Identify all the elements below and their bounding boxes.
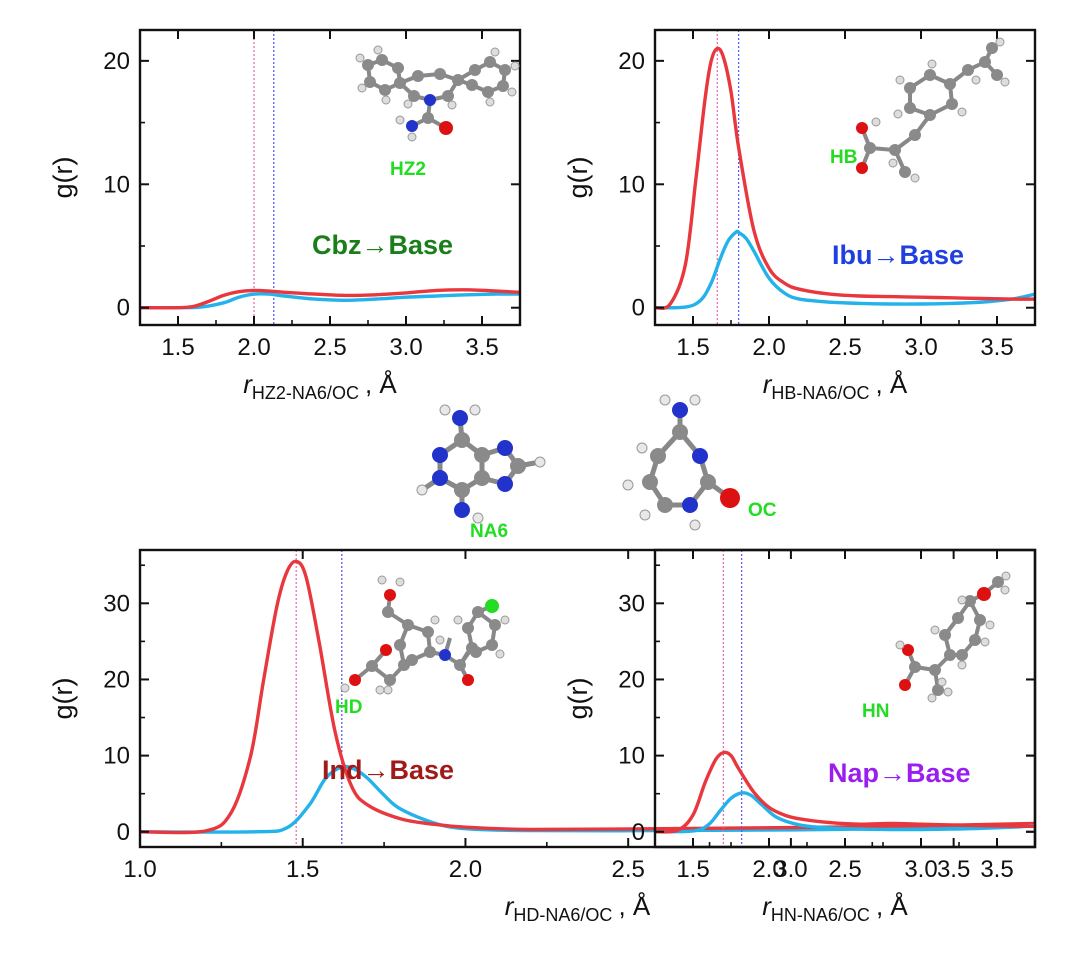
panel-title-ibu: Ibu→Base xyxy=(832,240,964,270)
x-tick-label: 2.0 xyxy=(752,856,785,883)
y-axis-label: g(r) xyxy=(48,678,78,720)
x-axis-label: rHD-NA6/OC, Å xyxy=(505,891,651,925)
y-tick-label: 0 xyxy=(117,819,130,846)
x-axis-label: rHZ2-NA6/OC, Å xyxy=(243,369,397,403)
series-line-oc xyxy=(655,791,1035,834)
molecule-cbz-icon xyxy=(355,45,520,142)
chart-1: 1.5 2.0 2.5 3.0 3.5 0 10 20 g(r) rHB-NA6/OC, Å xyxy=(563,28,1037,403)
atom-label-hb: HB xyxy=(830,147,857,168)
x-tick-label: 2.5 xyxy=(828,334,861,361)
series-line-na6 xyxy=(140,559,1035,835)
panel-cbz: HZ2 Cbz→Base xyxy=(312,45,520,260)
atom-label-hz2: HZ2 xyxy=(390,159,426,180)
molecule-ibu-icon xyxy=(856,37,1010,183)
x-axis-label: rHN-NA6/OC, Å xyxy=(762,891,908,925)
y-tick-label: 10 xyxy=(618,743,645,770)
y-tick-label: 10 xyxy=(103,743,130,770)
series-line-oc xyxy=(140,292,520,310)
y-axis-label: g(r) xyxy=(563,678,593,720)
x-tick-label: 3.5 xyxy=(980,856,1013,883)
y-tick-label: 10 xyxy=(103,171,130,198)
x-tick-label: 3.5 xyxy=(980,334,1013,361)
series-line-na6 xyxy=(140,288,520,310)
x-tick-label: 2.0 xyxy=(449,856,482,883)
x-tick-label: 1.5 xyxy=(161,334,194,361)
label-oc: OC xyxy=(748,500,777,521)
x-tick-label: 3.5 xyxy=(937,856,970,883)
x-tick-label: 1.0 xyxy=(123,856,156,883)
y-axis-label: g(r) xyxy=(563,157,593,199)
y-tick-label: 20 xyxy=(618,48,645,75)
y-tick-label: 0 xyxy=(632,819,645,846)
plot-frame xyxy=(138,28,522,327)
chart-2: 1.0 1.5 2.0 2.5 3.0 3.50102030g(r)rHD-NA6/OC,… xyxy=(48,548,1037,925)
atom-label-hd: HD xyxy=(335,697,362,718)
y-tick-label: 10 xyxy=(618,171,645,198)
y-tick-label: 20 xyxy=(103,666,130,693)
panel-nap: HN Nap→Base xyxy=(828,571,1011,788)
y-tick-label: 20 xyxy=(618,666,645,693)
x-tick-label: 1.5 xyxy=(676,334,709,361)
series-line-oc xyxy=(655,229,1035,310)
x-tick-label: 2.0 xyxy=(237,334,270,361)
cytosine-molecule-icon xyxy=(622,394,740,531)
x-tick-label: 3.0 xyxy=(774,856,807,883)
x-tick-label: 2.5 xyxy=(611,856,644,883)
x-tick-label: 3.0 xyxy=(389,334,422,361)
molecule-nap-icon xyxy=(895,571,1011,703)
panel-ibu: HB Ibu→Base xyxy=(830,37,1010,270)
label-na6: NA6 xyxy=(470,521,508,542)
panel-ind: HD Ind→Base xyxy=(322,575,510,785)
x-tick-label: 2.5 xyxy=(828,856,861,883)
panel-title-nap: Nap→Base xyxy=(828,758,971,788)
panel-title-cbz: Cbz→Base xyxy=(312,230,453,260)
y-tick-label: 0 xyxy=(632,295,645,322)
x-tick-label: 3.0 xyxy=(904,856,937,883)
y-tick-label: 30 xyxy=(618,590,645,617)
series-line-oc xyxy=(140,764,1035,834)
y-tick-label: 30 xyxy=(103,590,130,617)
x-tick-label: 1.5 xyxy=(676,856,709,883)
atom-label-hn: HN xyxy=(862,701,889,722)
x-tick-label: 3.5 xyxy=(465,334,498,361)
x-tick-label: 2.5 xyxy=(313,334,346,361)
x-tick-label: 1.5 xyxy=(286,856,319,883)
series-line-na6 xyxy=(655,46,1035,311)
series-line-na6 xyxy=(655,750,1035,834)
chart-0: 1.5 2.0 2.5 3.0 3.5 0 10 20 g(r) rHZ2-NA6/OC, Å xyxy=(48,28,522,403)
x-tick-label: 2.0 xyxy=(752,334,785,361)
y-tick-label: 0 xyxy=(117,295,130,322)
adenine-molecule-icon xyxy=(416,404,546,524)
y-tick-label: 20 xyxy=(103,48,130,75)
x-axis-label: rHB-NA6/OC, Å xyxy=(763,369,908,403)
x-tick-label: 3.0 xyxy=(904,334,937,361)
y-axis-label: g(r) xyxy=(48,157,78,199)
panel-title-ind: Ind→Base xyxy=(322,755,454,785)
molecule-ind-icon xyxy=(340,575,510,695)
